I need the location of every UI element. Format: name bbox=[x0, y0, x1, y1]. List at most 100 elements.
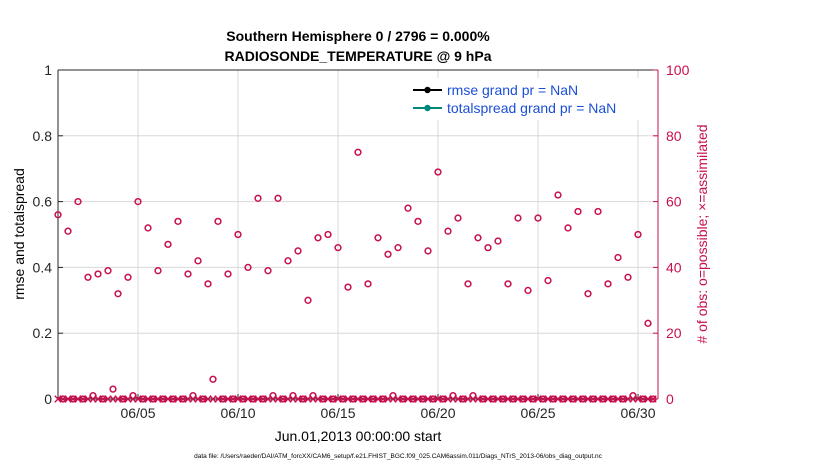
possible-point-27 bbox=[189, 392, 197, 400]
possible-point-117 bbox=[639, 395, 647, 403]
possible-point-92 bbox=[514, 214, 522, 222]
possible-point-77 bbox=[439, 395, 447, 403]
possible-point-34 bbox=[224, 270, 232, 278]
possible-point-50 bbox=[304, 296, 312, 304]
possible-point-87 bbox=[489, 395, 497, 403]
possible-point-29 bbox=[199, 395, 207, 403]
possible-point-98 bbox=[544, 276, 552, 285]
possible-point-113 bbox=[619, 395, 627, 403]
legend-totalspread-label: totalspread grand pr = NaN bbox=[447, 100, 616, 116]
y-axis-label: rmse and totalspread bbox=[11, 168, 27, 300]
y-right-tick-label-0: 0 bbox=[666, 391, 674, 407]
legend-box bbox=[410, 78, 648, 120]
possible-point-38 bbox=[244, 263, 252, 272]
possible-point-48 bbox=[294, 247, 302, 255]
possible-point-9 bbox=[99, 395, 107, 403]
possible-point-69 bbox=[399, 395, 407, 403]
legend-rmse-label: rmse grand pr = NaN bbox=[447, 82, 578, 98]
possible-point-8 bbox=[94, 270, 102, 278]
possible-point-18 bbox=[144, 224, 152, 232]
possible-point-94 bbox=[524, 286, 532, 295]
x-tick-label-3: 06/20 bbox=[420, 405, 455, 421]
possible-point-91 bbox=[509, 395, 517, 403]
possible-point-47 bbox=[289, 392, 297, 400]
possible-point-56 bbox=[334, 244, 342, 252]
possible-point-68 bbox=[394, 244, 402, 252]
possible-point-33 bbox=[219, 395, 227, 403]
x-axis-label: Jun.01,2013 00:00:00 start bbox=[275, 428, 442, 444]
possible-point-16 bbox=[134, 197, 142, 206]
possible-point-115 bbox=[629, 392, 637, 400]
possible-point-22 bbox=[164, 240, 172, 249]
possible-point-107 bbox=[589, 395, 597, 403]
possible-point-54 bbox=[324, 230, 332, 239]
possible-point-109 bbox=[599, 395, 607, 403]
possible-point-40 bbox=[254, 194, 262, 202]
possible-point-110 bbox=[604, 280, 612, 288]
possible-point-90 bbox=[504, 280, 512, 288]
possible-point-58 bbox=[344, 283, 352, 291]
possible-point-28 bbox=[194, 257, 202, 265]
possible-point-25 bbox=[179, 395, 187, 403]
y-tick-label-0: 0 bbox=[44, 391, 52, 407]
possible-point-23 bbox=[169, 395, 177, 403]
x-tick-label-0: 06/05 bbox=[120, 405, 155, 421]
possible-point-86 bbox=[484, 244, 492, 252]
possible-point-101 bbox=[559, 395, 567, 403]
possible-point-99 bbox=[549, 395, 557, 403]
possible-point-10 bbox=[104, 267, 112, 275]
possible-point-106 bbox=[584, 290, 592, 298]
possible-point-12 bbox=[114, 290, 122, 298]
legend-rmse-marker bbox=[424, 86, 431, 94]
x-tick-label-4: 06/25 bbox=[520, 405, 555, 421]
possible-point-64 bbox=[374, 234, 382, 242]
possible-point-80 bbox=[454, 214, 462, 222]
possible-point-20 bbox=[154, 267, 162, 275]
possible-point-39 bbox=[249, 395, 257, 403]
possible-point-62 bbox=[364, 280, 372, 288]
possible-point-55 bbox=[329, 395, 337, 403]
possible-point-24 bbox=[174, 217, 182, 225]
possible-point-49 bbox=[299, 395, 307, 403]
legend: rmse grand pr = NaN totalspread grand pr… bbox=[410, 78, 648, 120]
y-tick-label-5: 1 bbox=[44, 62, 52, 78]
possible-point-15 bbox=[129, 392, 137, 400]
possible-point-21 bbox=[159, 395, 167, 403]
possible-point-51 bbox=[309, 392, 317, 400]
possible-point-37 bbox=[239, 395, 247, 403]
possible-point-70 bbox=[404, 204, 412, 212]
possible-point-112 bbox=[614, 253, 622, 262]
x-tick-label-2: 06/15 bbox=[320, 405, 355, 421]
possible-point-71 bbox=[409, 395, 417, 403]
possible-point-30 bbox=[204, 280, 212, 288]
possible-point-88 bbox=[494, 237, 502, 245]
possible-point-103 bbox=[569, 395, 577, 403]
possible-point-11 bbox=[109, 385, 117, 393]
possible-point-89 bbox=[499, 395, 507, 403]
possible-point-75 bbox=[429, 395, 437, 403]
possible-point-0 bbox=[54, 211, 62, 219]
possible-point-119 bbox=[649, 395, 657, 403]
possible-point-45 bbox=[279, 395, 287, 403]
possible-point-93 bbox=[519, 395, 527, 403]
possible-point-31 bbox=[209, 375, 217, 383]
possible-point-63 bbox=[369, 395, 377, 403]
chart-title: Southern Hemisphere 0 / 2796 = 0.000% bbox=[226, 28, 490, 44]
possible-point-5 bbox=[79, 395, 87, 403]
possible-point-74 bbox=[424, 247, 432, 255]
x-tick-label-5: 06/30 bbox=[620, 405, 655, 421]
possible-point-100 bbox=[554, 191, 562, 199]
possible-point-36 bbox=[234, 230, 242, 239]
y-tick-label-3: 0.6 bbox=[33, 194, 53, 210]
possible-point-108 bbox=[594, 207, 602, 216]
possible-point-102 bbox=[564, 224, 572, 232]
possible-point-96 bbox=[534, 214, 542, 222]
possible-point-35 bbox=[229, 395, 237, 403]
possible-point-84 bbox=[474, 234, 482, 242]
possible-point-97 bbox=[539, 395, 547, 403]
possible-point-82 bbox=[464, 280, 472, 288]
possible-point-78 bbox=[444, 227, 452, 235]
possible-point-14 bbox=[124, 273, 132, 281]
possible-point-118 bbox=[644, 319, 652, 327]
possible-point-60 bbox=[354, 148, 362, 156]
